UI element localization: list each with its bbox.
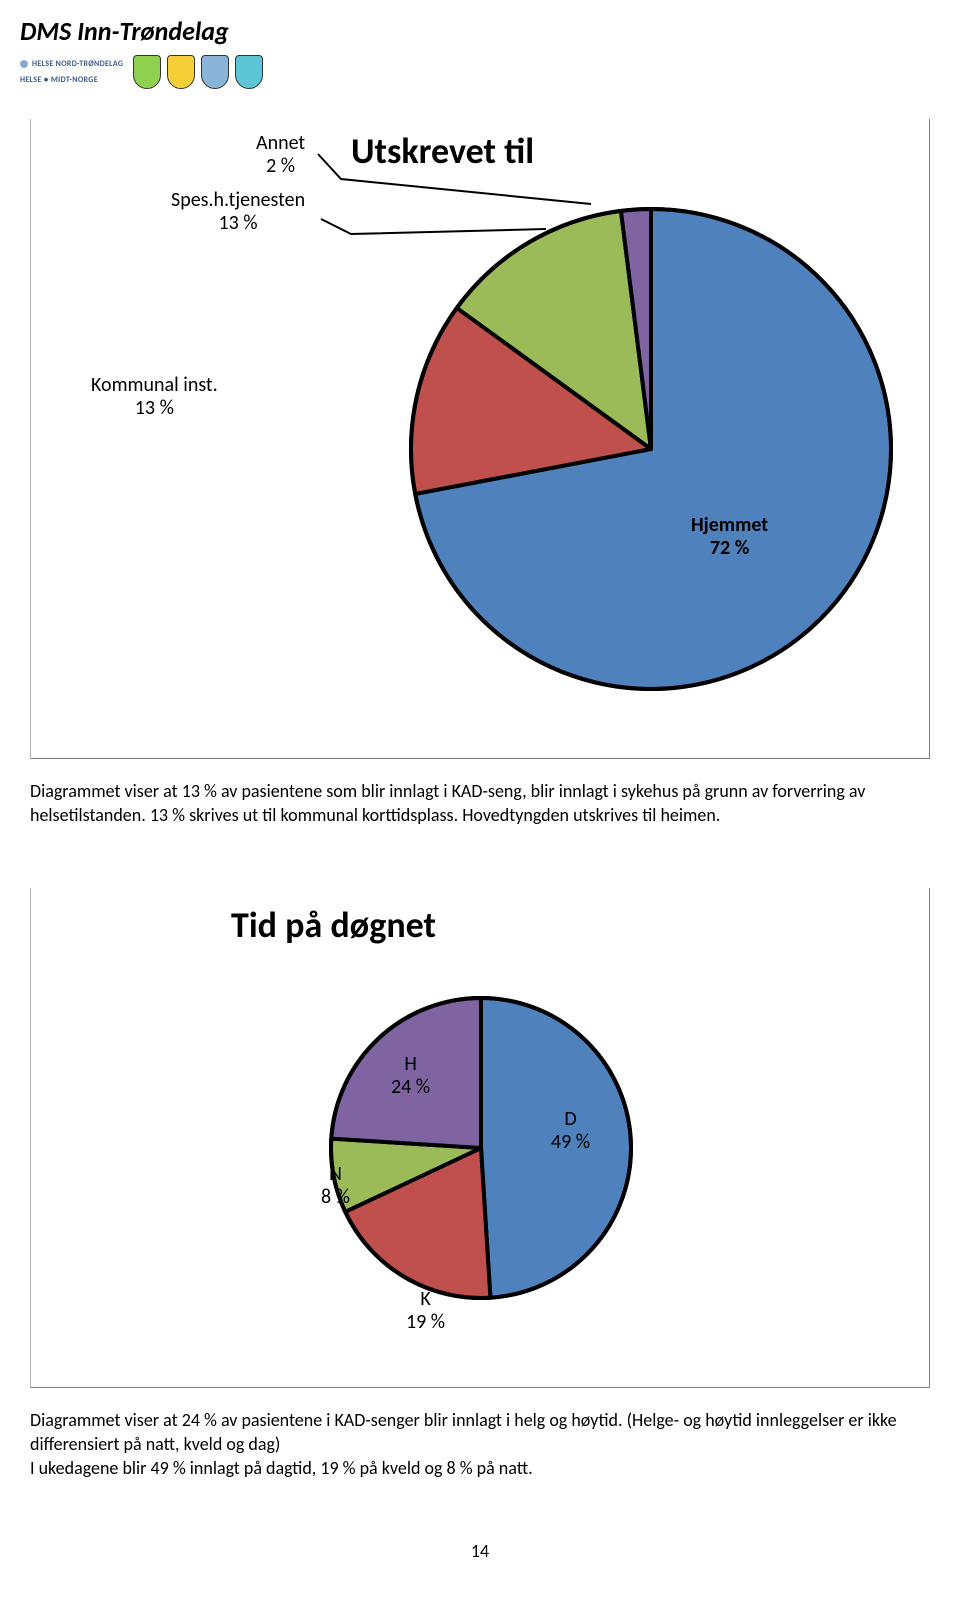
partner2-label: HELSE ● MIDT-NORGE bbox=[20, 75, 98, 85]
chart2-pie-svg bbox=[321, 988, 641, 1308]
site-title: DMS Inn-Trøndelag bbox=[20, 15, 940, 47]
partner1-label: HELSE NORD-TRØNDELAG bbox=[32, 59, 123, 69]
chart1-panel: Utskrevet til Annet 2 % Spes.h.tjenesten… bbox=[30, 119, 930, 759]
partner-text-block: HELSE NORD-TRØNDELAG HELSE ● MIDT-NORGE bbox=[20, 59, 123, 85]
shield-icon-3 bbox=[201, 55, 229, 89]
bullet-icon bbox=[20, 60, 28, 68]
header-logos: HELSE NORD-TRØNDELAG HELSE ● MIDT-NORGE bbox=[20, 55, 940, 89]
chart2-caption: Diagrammet viser at 24 % av pasientene i… bbox=[30, 1408, 960, 1481]
chart2-pie bbox=[321, 988, 641, 1313]
shield-row bbox=[133, 55, 263, 89]
shield-icon-1 bbox=[133, 55, 161, 89]
chart2-panel: Tid på døgnet H 24 % D 49 % N 8 % K 19 % bbox=[30, 888, 930, 1388]
chart1-caption: Diagrammet viser at 13 % av pasientene s… bbox=[30, 779, 960, 828]
page-number: 14 bbox=[0, 1540, 960, 1562]
chart2-d-label: D 49 % bbox=[551, 1108, 590, 1154]
chart1-pie bbox=[401, 199, 901, 704]
shield-icon-2 bbox=[167, 55, 195, 89]
chart1-hjemmet-label: Hjemmet 72 % bbox=[691, 514, 768, 560]
chart2-n-label: N 8 % bbox=[321, 1163, 350, 1209]
page-header: DMS Inn-Trøndelag HELSE NORD-TRØNDELAG H… bbox=[0, 10, 960, 99]
chart1-pie-svg bbox=[401, 199, 901, 699]
chart2-h-label: H 24 % bbox=[391, 1053, 430, 1099]
shield-icon-4 bbox=[235, 55, 263, 89]
chart2-k-label: K 19 % bbox=[406, 1288, 445, 1334]
chart2-title: Tid på døgnet bbox=[231, 903, 909, 947]
